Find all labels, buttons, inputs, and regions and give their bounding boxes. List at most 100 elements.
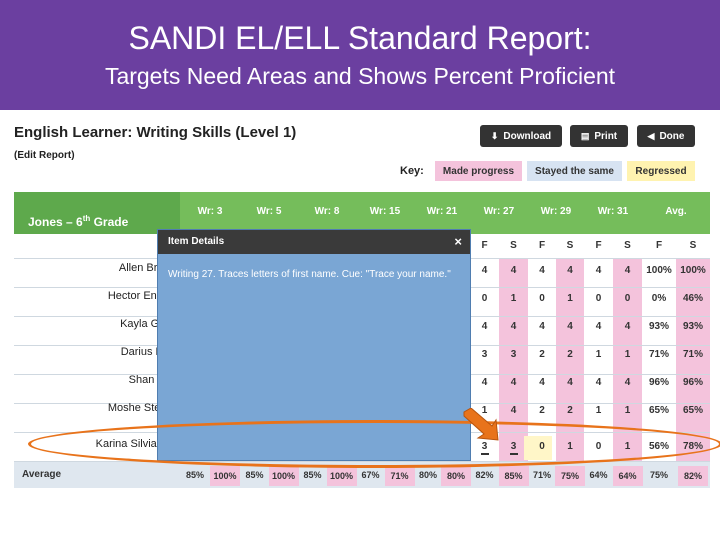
student-name[interactable]: Moshe Stein	[107, 402, 169, 414]
done-button[interactable]: ◀ Done	[637, 125, 695, 147]
average-cell: 100%	[268, 466, 299, 486]
key-stayed-same: Stayed the same	[527, 161, 622, 181]
sub-header: F	[655, 240, 663, 251]
student-name[interactable]: Darius Kir	[120, 346, 169, 358]
score-cell[interactable]: 1	[624, 349, 631, 360]
score-cell[interactable]: 4	[624, 265, 631, 276]
score-cell[interactable]: 4	[595, 321, 602, 332]
column-header[interactable]: Wr: 3	[197, 206, 223, 217]
score-cell[interactable]: 4	[481, 321, 488, 332]
score-cell[interactable]: 4	[539, 377, 545, 388]
pointer-arrow-icon	[463, 408, 499, 441]
score-cell[interactable]: 4	[510, 321, 517, 332]
score-cell[interactable]: 1	[510, 293, 517, 304]
column-header[interactable]: Wr: 15	[369, 206, 401, 217]
average-cell: 82%	[678, 466, 708, 486]
average-cell: 71%	[384, 466, 415, 486]
download-button[interactable]: ⬇ Download	[480, 125, 562, 147]
popup-title: Item Details	[168, 236, 225, 247]
column-header[interactable]: Wr: 21	[426, 206, 458, 217]
score-cell[interactable]: 1	[567, 293, 573, 304]
student-name[interactable]: Kayla Gre	[120, 318, 169, 330]
print-button[interactable]: ▤ Print	[570, 125, 628, 147]
column-header[interactable]: Wr: 29	[540, 206, 572, 217]
score-cell[interactable]: 0	[539, 293, 545, 304]
score-cell[interactable]: 65%	[682, 405, 703, 416]
score-cell[interactable]: 46%	[682, 293, 703, 304]
sub-header: S	[624, 240, 631, 251]
average-label: Average	[22, 469, 62, 480]
score-cell[interactable]: 1	[624, 405, 631, 416]
score-column-bg	[676, 258, 710, 462]
student-name[interactable]: Allen Brov	[118, 262, 169, 274]
score-cell[interactable]: 2	[539, 405, 545, 416]
score-cell[interactable]: 4	[624, 321, 631, 332]
average-cell: 80%	[418, 470, 437, 480]
score-cell[interactable]: 96%	[682, 377, 703, 388]
average-cell: 100%	[326, 466, 357, 486]
score-cell[interactable]: 4	[481, 265, 488, 276]
sub-header: F	[481, 240, 488, 251]
average-cell: 75%	[555, 466, 585, 486]
download-label: Download	[503, 130, 552, 142]
score-cell[interactable]: 65%	[648, 405, 669, 416]
score-cell[interactable]: 2	[567, 349, 573, 360]
score-cell[interactable]: 1	[595, 349, 602, 360]
sub-header: S	[689, 240, 697, 251]
sub-header: S	[510, 240, 517, 251]
score-cell[interactable]: 100%	[680, 265, 706, 276]
score-cell[interactable]: 4	[567, 265, 573, 276]
close-icon[interactable]: ×	[454, 234, 462, 249]
slide-subtitle: Targets Need Areas and Shows Percent Pro…	[104, 63, 616, 89]
score-cell[interactable]: 4	[624, 377, 631, 388]
score-cell[interactable]: 4	[510, 405, 517, 416]
average-cell: 85%	[498, 466, 529, 486]
score-cell[interactable]: 4	[567, 321, 573, 332]
score-cell[interactable]: 96%	[648, 377, 669, 388]
score-cell[interactable]: 71%	[682, 349, 703, 360]
sub-header: S	[566, 240, 574, 251]
score-cell[interactable]: 3	[510, 349, 517, 360]
average-cell: 85%	[245, 470, 264, 480]
printer-icon: ▤	[580, 130, 590, 141]
average-cell: 85%	[185, 470, 204, 480]
score-cell[interactable]: 4	[510, 377, 517, 388]
score-cell[interactable]: 1	[481, 405, 488, 416]
print-label: Print	[594, 130, 618, 142]
score-cell[interactable]: 4	[539, 265, 545, 276]
score-cell[interactable]: 93%	[682, 321, 703, 332]
student-name[interactable]: Hector Enriq	[107, 290, 169, 302]
column-header[interactable]: Wr: 8	[314, 206, 340, 217]
back-arrow-icon: ◀	[647, 130, 655, 141]
average-cell: 71%	[532, 470, 551, 480]
score-cell[interactable]: 2	[567, 405, 573, 416]
score-cell[interactable]: 3	[481, 349, 488, 360]
column-header-row	[180, 192, 710, 234]
average-cell: 67%	[361, 470, 380, 480]
score-cell[interactable]: 1	[595, 405, 602, 416]
score-cell[interactable]: 4	[595, 377, 602, 388]
score-cell[interactable]: 0	[624, 293, 631, 304]
score-cell[interactable]: 2	[539, 349, 545, 360]
score-cell[interactable]: 0	[595, 293, 602, 304]
column-header[interactable]: Wr: 27	[483, 206, 515, 217]
score-cell[interactable]: 4	[510, 265, 517, 276]
score-cell[interactable]: 0%	[651, 293, 667, 304]
score-cell[interactable]: 0	[481, 293, 488, 304]
score-cell[interactable]: 4	[481, 377, 488, 388]
key-made-progress: Made progress	[435, 161, 522, 181]
score-cell[interactable]: 71%	[648, 349, 669, 360]
student-name[interactable]: Shan Mi	[128, 374, 169, 386]
highlight-ellipse	[28, 420, 720, 468]
column-header[interactable]: Avg.	[665, 206, 687, 217]
score-cell[interactable]: 4	[567, 377, 573, 388]
column-header[interactable]: Wr: 31	[597, 206, 629, 217]
score-cell[interactable]: 4	[539, 321, 545, 332]
score-cell[interactable]: 93%	[648, 321, 669, 332]
average-cell: 64%	[612, 466, 643, 486]
column-header[interactable]: Wr: 5	[256, 206, 282, 217]
score-cell[interactable]: 100%	[646, 265, 672, 276]
edit-report-link[interactable]: (Edit Report)	[14, 150, 75, 161]
grade-label: Jones – 6th Grade	[28, 214, 129, 229]
score-cell[interactable]: 4	[595, 265, 602, 276]
